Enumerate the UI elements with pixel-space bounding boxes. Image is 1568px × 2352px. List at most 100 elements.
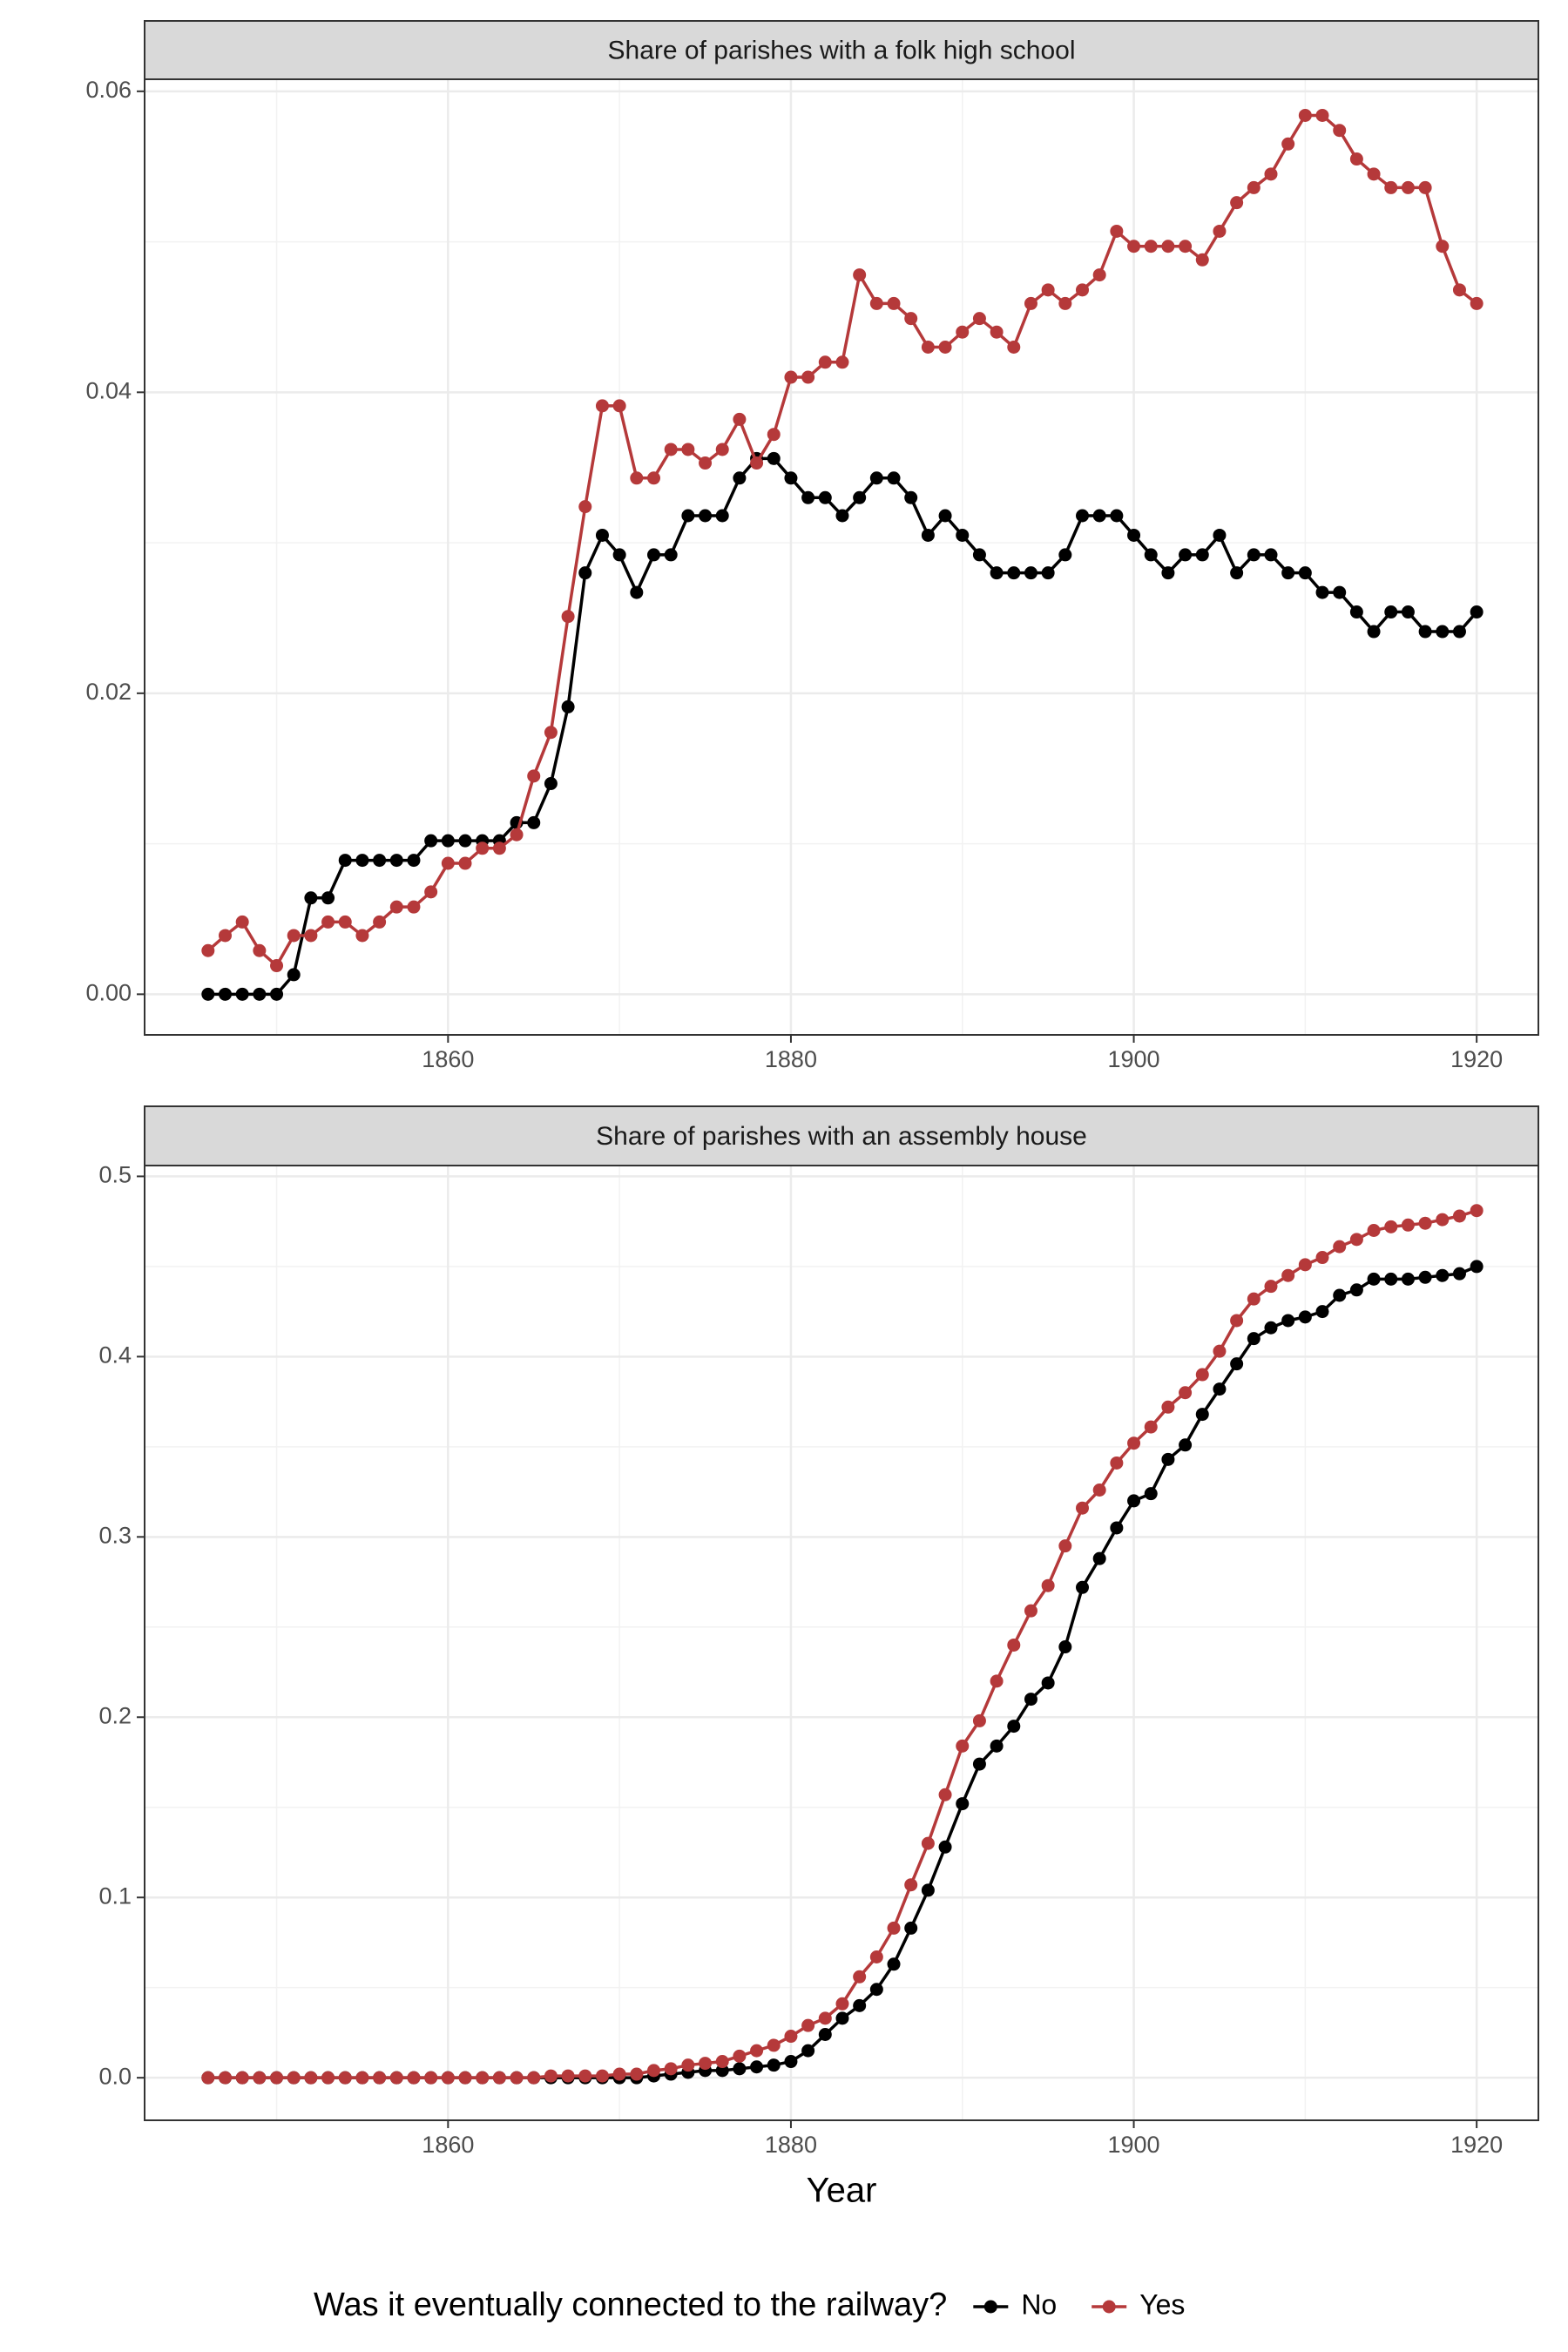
- data-point: [1315, 108, 1329, 122]
- data-point: [818, 490, 832, 504]
- data-point: [1418, 625, 1432, 639]
- data-point: [921, 1883, 935, 1897]
- data-point: [972, 312, 986, 326]
- y-tick-label: 0.00: [85, 979, 132, 1005]
- data-point: [733, 2062, 747, 2076]
- data-point: [972, 1713, 986, 1727]
- data-point: [647, 2064, 661, 2078]
- data-point: [1264, 1280, 1278, 1294]
- data-point: [869, 1983, 883, 1997]
- data-point: [218, 2071, 232, 2085]
- data-point: [801, 490, 815, 504]
- data-point: [1179, 1386, 1193, 1400]
- data-point: [424, 834, 438, 848]
- data-point: [956, 325, 970, 339]
- strip: [144, 20, 1539, 80]
- data-point: [1298, 108, 1312, 122]
- data-point: [1007, 1720, 1021, 1734]
- data-point: [595, 399, 609, 413]
- data-point: [921, 528, 935, 542]
- data-point: [527, 815, 541, 829]
- data-point: [1315, 1251, 1329, 1265]
- data-point: [767, 428, 781, 442]
- panel-title: Share of parishes with an assembly house: [596, 1122, 1087, 1151]
- data-point: [389, 900, 403, 914]
- data-point: [373, 854, 387, 868]
- data-point: [1281, 1268, 1295, 1282]
- data-point: [235, 987, 249, 1001]
- data-point: [338, 854, 352, 868]
- x-axis-label: Year: [807, 2172, 877, 2210]
- panel: [145, 1166, 1538, 2120]
- data-point: [1401, 1218, 1415, 1232]
- data-point: [1418, 1216, 1432, 1230]
- legend-label: No: [1021, 2288, 1057, 2320]
- data-point: [1092, 1484, 1106, 1497]
- data-point: [544, 776, 558, 790]
- data-point: [715, 443, 729, 456]
- data-point: [1418, 180, 1432, 194]
- data-point: [304, 929, 318, 943]
- data-point: [1384, 1272, 1398, 1286]
- data-point: [1470, 605, 1484, 619]
- data-point: [921, 341, 935, 355]
- data-point: [201, 2071, 215, 2085]
- data-point: [595, 2069, 609, 2083]
- data-point: [441, 2071, 455, 2085]
- data-point: [612, 548, 626, 562]
- data-point: [1298, 566, 1312, 580]
- data-point: [767, 451, 781, 465]
- data-point: [458, 2071, 472, 2085]
- data-point: [1230, 566, 1244, 580]
- data-point: [733, 412, 747, 426]
- data-point: [561, 700, 575, 713]
- data-point: [904, 1878, 918, 1892]
- data-point: [1161, 240, 1175, 253]
- x-tick-label: 1920: [1450, 1046, 1503, 1072]
- data-point: [355, 854, 369, 868]
- data-point: [321, 915, 335, 929]
- data-point: [270, 959, 284, 973]
- data-point: [938, 509, 952, 523]
- data-point: [1195, 1408, 1209, 1422]
- data-point: [938, 1840, 952, 1854]
- data-point: [338, 915, 352, 929]
- data-point: [1281, 566, 1295, 580]
- data-point: [835, 2011, 849, 2025]
- data-point: [921, 1836, 935, 1850]
- data-point: [510, 2071, 524, 2085]
- data-point: [938, 1788, 952, 1801]
- data-point: [664, 548, 678, 562]
- data-point: [801, 370, 815, 384]
- data-point: [544, 726, 558, 740]
- data-point: [1349, 152, 1363, 166]
- data-point: [389, 854, 403, 868]
- data-point: [1127, 1436, 1141, 1450]
- data-point: [1058, 1640, 1072, 1654]
- data-point: [1436, 1213, 1450, 1227]
- data-point: [1127, 1494, 1141, 1508]
- data-point: [1213, 1382, 1227, 1396]
- data-point: [681, 443, 695, 456]
- data-point: [1247, 1332, 1260, 1346]
- data-point: [407, 2071, 421, 2085]
- data-point: [612, 2067, 626, 2081]
- data-point: [972, 548, 986, 562]
- data-point: [492, 841, 506, 855]
- data-point: [1349, 1233, 1363, 1247]
- data-point: [664, 2062, 678, 2076]
- data-point: [1161, 1400, 1175, 1414]
- x-tick-label: 1880: [765, 1046, 817, 1072]
- data-point: [1179, 1438, 1193, 1452]
- data-point: [1315, 585, 1329, 599]
- data-point: [801, 2044, 815, 2058]
- data-point: [424, 2071, 438, 2085]
- data-point: [218, 987, 232, 1001]
- data-point: [869, 471, 883, 485]
- panel-border: [144, 1165, 1539, 2121]
- data-point: [818, 2011, 832, 2025]
- data-point: [1144, 1420, 1158, 1434]
- data-point: [733, 471, 747, 485]
- data-point: [1367, 625, 1381, 639]
